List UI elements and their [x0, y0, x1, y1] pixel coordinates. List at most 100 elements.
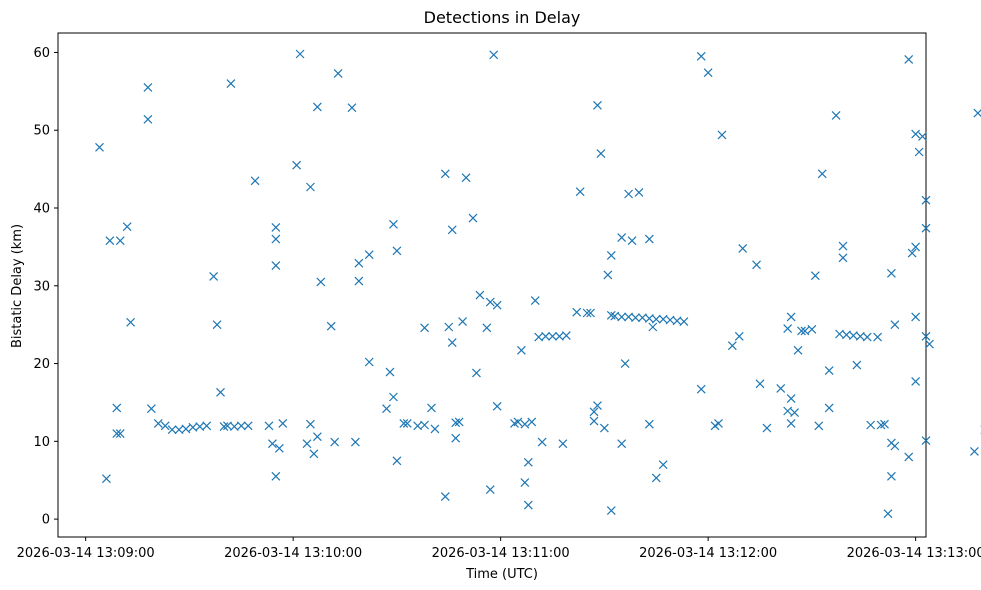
- data-point: [516, 345, 526, 355]
- data-point: [430, 424, 440, 434]
- data-point: [866, 420, 876, 430]
- data-points: [95, 49, 981, 519]
- data-point: [921, 223, 931, 233]
- data-point: [596, 149, 606, 158]
- data-point: [651, 473, 661, 483]
- data-point: [95, 142, 104, 152]
- data-point: [644, 419, 654, 429]
- data-point: [216, 387, 225, 397]
- data-point: [617, 312, 627, 322]
- x-tick-label: 2026-03-14 13:09:00: [17, 546, 155, 561]
- data-point: [523, 500, 533, 510]
- data-point: [762, 423, 772, 433]
- data-point: [582, 308, 592, 318]
- data-point: [651, 314, 661, 324]
- data-point: [589, 416, 599, 426]
- data-point: [599, 423, 609, 433]
- data-point: [392, 456, 402, 466]
- data-point: [112, 403, 122, 413]
- data-point: [485, 297, 495, 307]
- data-point: [122, 222, 132, 232]
- data-point: [274, 443, 284, 453]
- data-point: [541, 331, 551, 341]
- data-point: [886, 268, 896, 278]
- data-point: [862, 332, 872, 342]
- data-point: [354, 258, 364, 268]
- data-point: [907, 248, 917, 258]
- data-point: [831, 111, 841, 120]
- data-point: [101, 474, 111, 484]
- data-point: [797, 326, 806, 336]
- data-point: [143, 83, 153, 92]
- data-point: [392, 246, 402, 256]
- data-point: [271, 223, 281, 232]
- y-tick-label: 30: [33, 279, 50, 294]
- data-point: [212, 320, 222, 330]
- data-point: [914, 147, 924, 157]
- data-point: [873, 332, 883, 342]
- data-point: [817, 169, 827, 179]
- data-point: [520, 419, 530, 429]
- data-point: [593, 100, 602, 110]
- data-point: [271, 471, 281, 481]
- data-point: [312, 102, 322, 112]
- data-point: [489, 50, 499, 60]
- data-point: [181, 424, 191, 434]
- data-point: [420, 323, 429, 333]
- data-point: [333, 69, 343, 78]
- data-point: [714, 419, 723, 428]
- data-point: [243, 421, 253, 431]
- data-point: [883, 509, 893, 519]
- data-point: [786, 419, 796, 428]
- data-point: [814, 421, 824, 431]
- data-point: [447, 225, 457, 235]
- plot-area: [57, 32, 927, 538]
- data-point: [427, 403, 436, 413]
- data-point: [589, 407, 599, 417]
- data-point: [696, 51, 706, 61]
- data-point: [250, 176, 260, 186]
- data-point: [271, 261, 281, 270]
- data-point: [267, 439, 277, 449]
- data-point: [402, 419, 412, 428]
- data-point: [575, 187, 585, 197]
- x-tick-label: 2026-03-14 13:10:00: [224, 546, 362, 561]
- data-point: [561, 331, 571, 340]
- data-point: [306, 182, 315, 192]
- y-axis-label: Bistatic Delay (km): [10, 224, 25, 348]
- data-point: [606, 506, 616, 515]
- data-point: [911, 377, 921, 386]
- data-point: [523, 457, 533, 467]
- data-point: [382, 404, 391, 414]
- y-tick-label: 60: [33, 46, 50, 61]
- chart-title: Detections in Delay: [424, 8, 581, 27]
- plot-frame: [57, 32, 927, 538]
- data-point: [347, 103, 357, 113]
- data-point: [679, 317, 689, 326]
- data-point: [793, 345, 803, 355]
- data-point: [105, 236, 115, 246]
- data-point: [658, 460, 668, 470]
- data-point: [807, 324, 817, 334]
- data-point: [454, 417, 464, 427]
- data-point: [548, 331, 557, 341]
- data-point: [921, 436, 931, 445]
- data-point: [969, 447, 979, 456]
- data-point: [312, 432, 322, 442]
- y-tick-label: 50: [33, 124, 50, 139]
- data-point: [485, 485, 495, 494]
- data-point: [880, 419, 889, 429]
- data-point: [925, 339, 934, 349]
- data-point: [278, 419, 288, 428]
- data-point: [271, 234, 281, 244]
- data-point: [399, 419, 409, 428]
- data-point: [627, 236, 637, 246]
- data-point: [451, 418, 461, 428]
- x-axis-label: Time (UTC): [465, 567, 538, 582]
- data-point: [824, 366, 834, 375]
- data-point: [696, 384, 706, 394]
- data-point: [890, 320, 900, 330]
- data-point: [918, 132, 927, 141]
- data-point: [472, 368, 481, 378]
